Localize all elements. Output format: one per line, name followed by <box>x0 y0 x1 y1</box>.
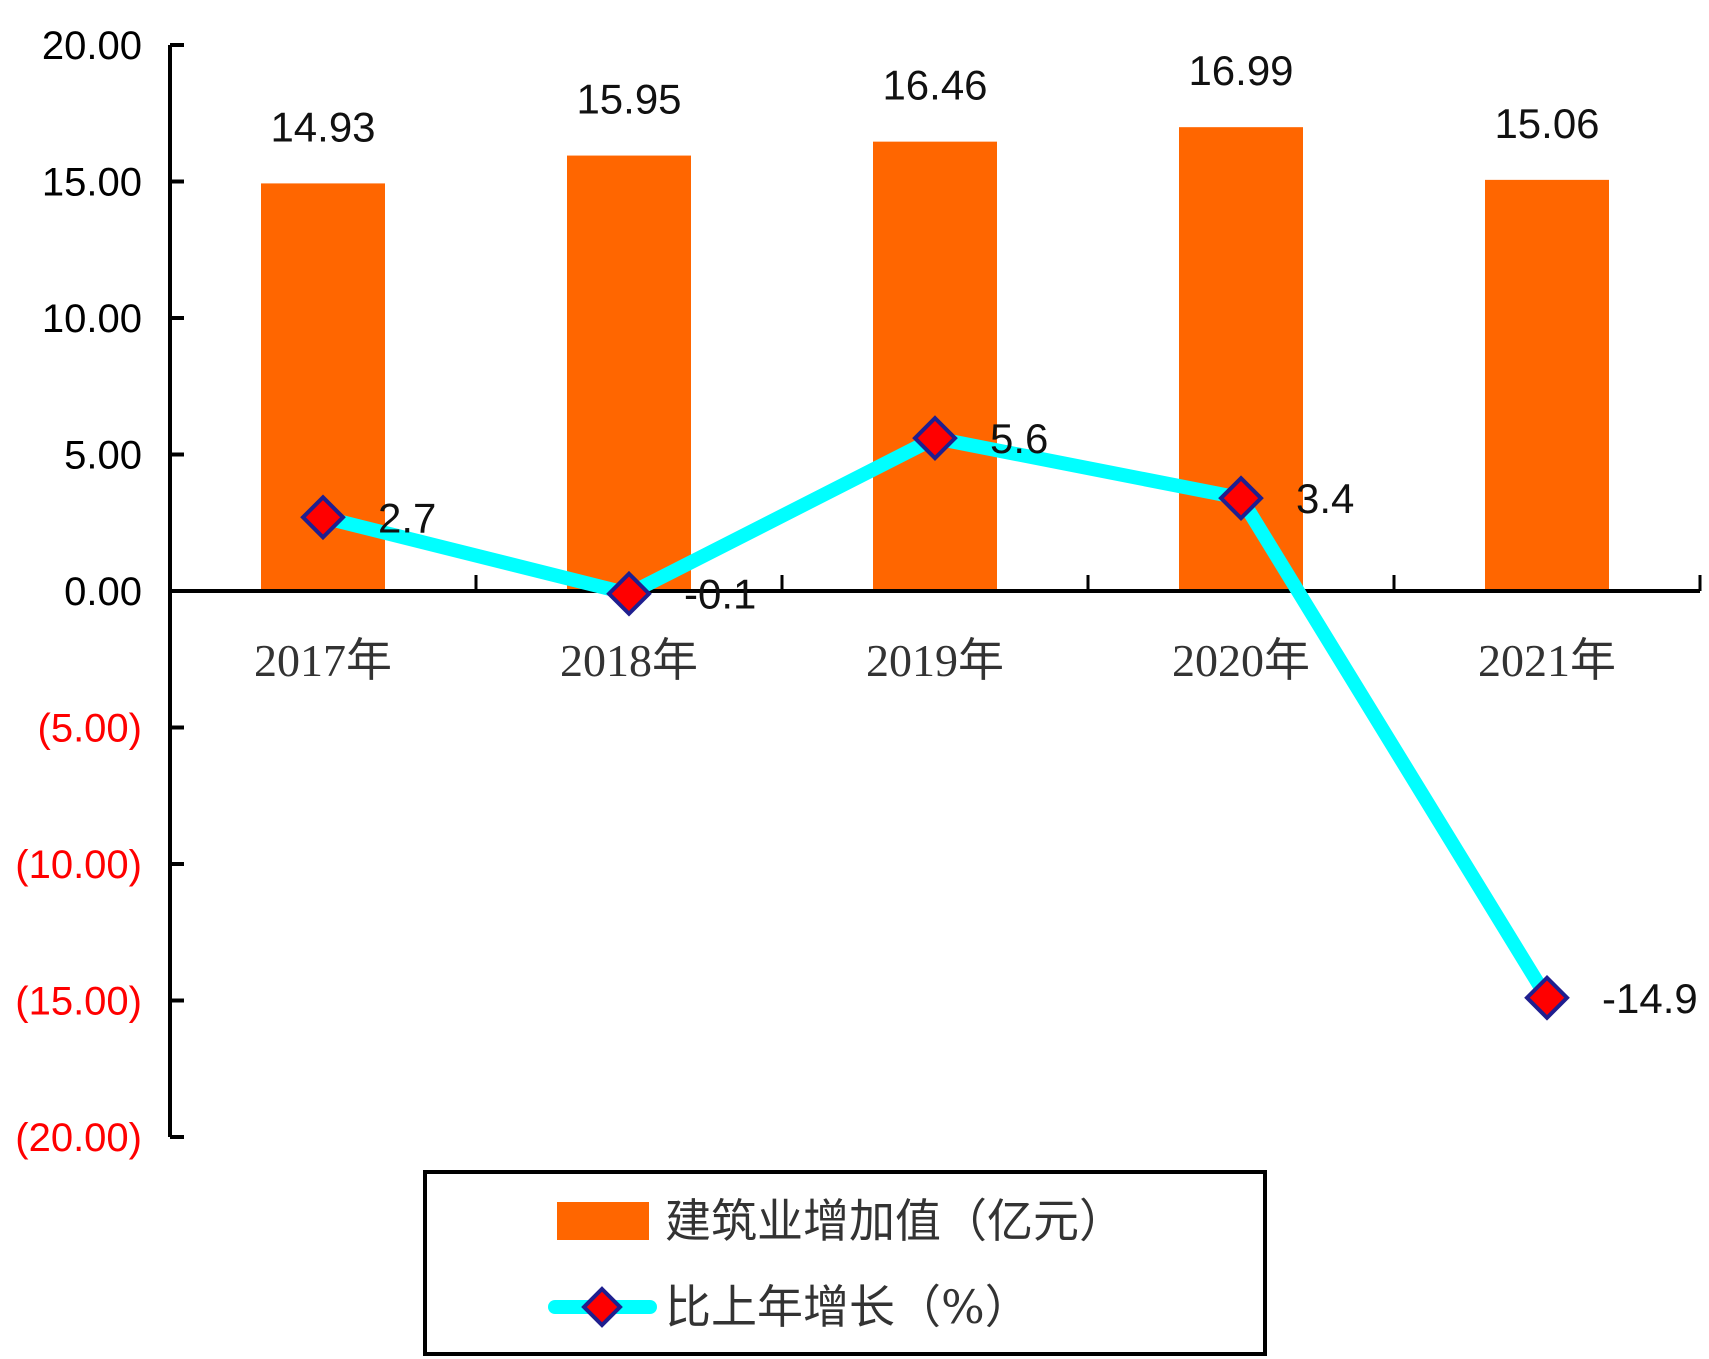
legend-label-bar: 建筑业增加值（亿元） <box>665 1194 1125 1248</box>
x-tick-label: 2021年 <box>1478 635 1616 686</box>
bar-value-label: 15.06 <box>1494 100 1599 147</box>
bar-2018年 <box>567 155 691 591</box>
legend-label-line: 比上年增长（%） <box>665 1280 1031 1334</box>
growth-value-label: 3.4 <box>1296 475 1354 522</box>
y-tick-label: (5.00) <box>38 707 143 751</box>
bar-value-label: 15.95 <box>576 76 681 123</box>
x-tick-label: 2018年 <box>560 635 698 686</box>
y-tick-label: 10.00 <box>42 297 142 341</box>
bar-2019年 <box>873 141 997 591</box>
y-tick-label: 0.00 <box>64 570 142 614</box>
x-tick-label: 2019年 <box>866 635 1004 686</box>
growth-marker-2019年 <box>912 415 958 461</box>
growth-value-label: 2.7 <box>378 494 436 541</box>
y-tick-label: 5.00 <box>64 434 142 478</box>
growth-value-label: 5.6 <box>990 415 1048 462</box>
y-tick-label: (10.00) <box>15 843 142 887</box>
legend-bar-swatch <box>557 1202 649 1240</box>
growth-value-label: -0.1 <box>684 571 756 618</box>
bar-value-label: 16.99 <box>1188 47 1293 94</box>
growth-marker-2021年 <box>1524 974 1570 1021</box>
bar-value-label: 16.46 <box>882 62 987 109</box>
legend-diamond-icon <box>581 1286 623 1328</box>
x-tick-label: 2020年 <box>1172 635 1310 686</box>
growth-marker-2020年 <box>1218 475 1264 522</box>
y-tick-label: 20.00 <box>42 24 142 68</box>
bar-2020年 <box>1179 127 1303 591</box>
bar-2021年 <box>1485 179 1609 591</box>
y-tick-label: 15.00 <box>42 161 142 205</box>
y-tick-label: (20.00) <box>15 1116 142 1160</box>
y-tick-label: (15.00) <box>15 980 142 1024</box>
growth-marker-2018年 <box>606 570 652 617</box>
growth-value-label: -14.9 <box>1602 975 1698 1022</box>
growth-marker-2017年 <box>300 494 346 541</box>
x-tick-label: 2017年 <box>254 635 392 686</box>
bar-value-label: 14.93 <box>270 103 375 150</box>
